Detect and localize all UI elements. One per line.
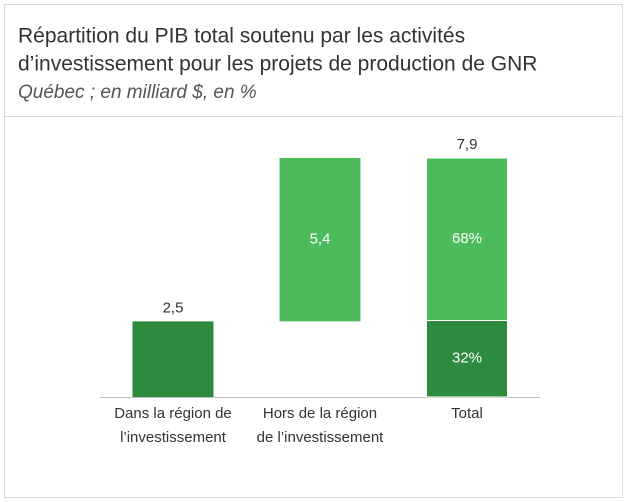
x-tick-label: l’investissement bbox=[120, 429, 227, 446]
bar-segment bbox=[426, 157, 508, 322]
bar bbox=[132, 321, 214, 397]
value-label: 2,5 bbox=[163, 299, 184, 316]
x-tick-label: Dans la région de bbox=[114, 405, 232, 422]
x-tick-label: Total bbox=[451, 405, 483, 422]
chart-title: Répartition du PIB total soutenu par les… bbox=[18, 25, 465, 48]
chart-title: d’investissement pour les projets de pro… bbox=[18, 53, 537, 76]
chart-subtitle: Québec ; en milliard $, en % bbox=[18, 82, 257, 103]
value-label: 68% bbox=[452, 230, 482, 247]
x-tick-label: Hors de la région bbox=[263, 405, 377, 422]
value-label: 5,4 bbox=[310, 231, 331, 248]
frame bbox=[4, 4, 623, 498]
x-tick-label: de l’investissement bbox=[257, 429, 385, 446]
value-label: 7,9 bbox=[457, 136, 478, 153]
bar bbox=[279, 158, 361, 322]
value-label: 32% bbox=[452, 350, 482, 367]
